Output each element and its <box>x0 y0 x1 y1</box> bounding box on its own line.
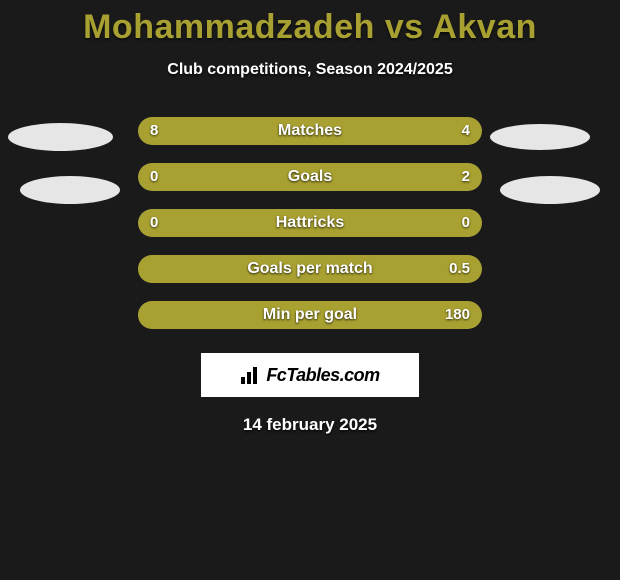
decorative-ellipse <box>20 176 120 204</box>
value-right: 0 <box>462 209 470 237</box>
bar-fill-right <box>200 163 482 191</box>
date-text: 14 february 2025 <box>0 415 620 435</box>
stat-row: 180Min per goal <box>0 301 620 329</box>
bar-fill-right <box>138 255 482 283</box>
value-right: 2 <box>462 163 470 191</box>
value-left: 0 <box>150 163 158 191</box>
value-right: 180 <box>445 301 470 329</box>
decorative-ellipse <box>500 176 600 204</box>
bar-fill-left <box>138 117 365 145</box>
value-left: 8 <box>150 117 158 145</box>
bar-fill-left <box>138 163 200 191</box>
value-left: 0 <box>150 209 158 237</box>
bar-track <box>138 163 482 191</box>
logo-text: FcTables.com <box>266 365 379 386</box>
bar-track <box>138 117 482 145</box>
bar-fill-right <box>138 301 482 329</box>
bar-track <box>138 301 482 329</box>
bar-track <box>138 255 482 283</box>
value-right: 4 <box>462 117 470 145</box>
decorative-ellipse <box>490 124 590 150</box>
stat-row: 00Hattricks <box>0 209 620 237</box>
stat-row: 0.5Goals per match <box>0 255 620 283</box>
value-right: 0.5 <box>449 255 470 283</box>
bars-icon <box>240 365 262 385</box>
bar-track <box>138 209 482 237</box>
subtitle: Club competitions, Season 2024/2025 <box>0 61 620 79</box>
decorative-ellipse <box>8 123 113 151</box>
logo-box: FcTables.com <box>201 353 419 397</box>
bar-fill-left <box>138 209 482 237</box>
page-title: Mohammadzadeh vs Akvan <box>0 0 620 47</box>
